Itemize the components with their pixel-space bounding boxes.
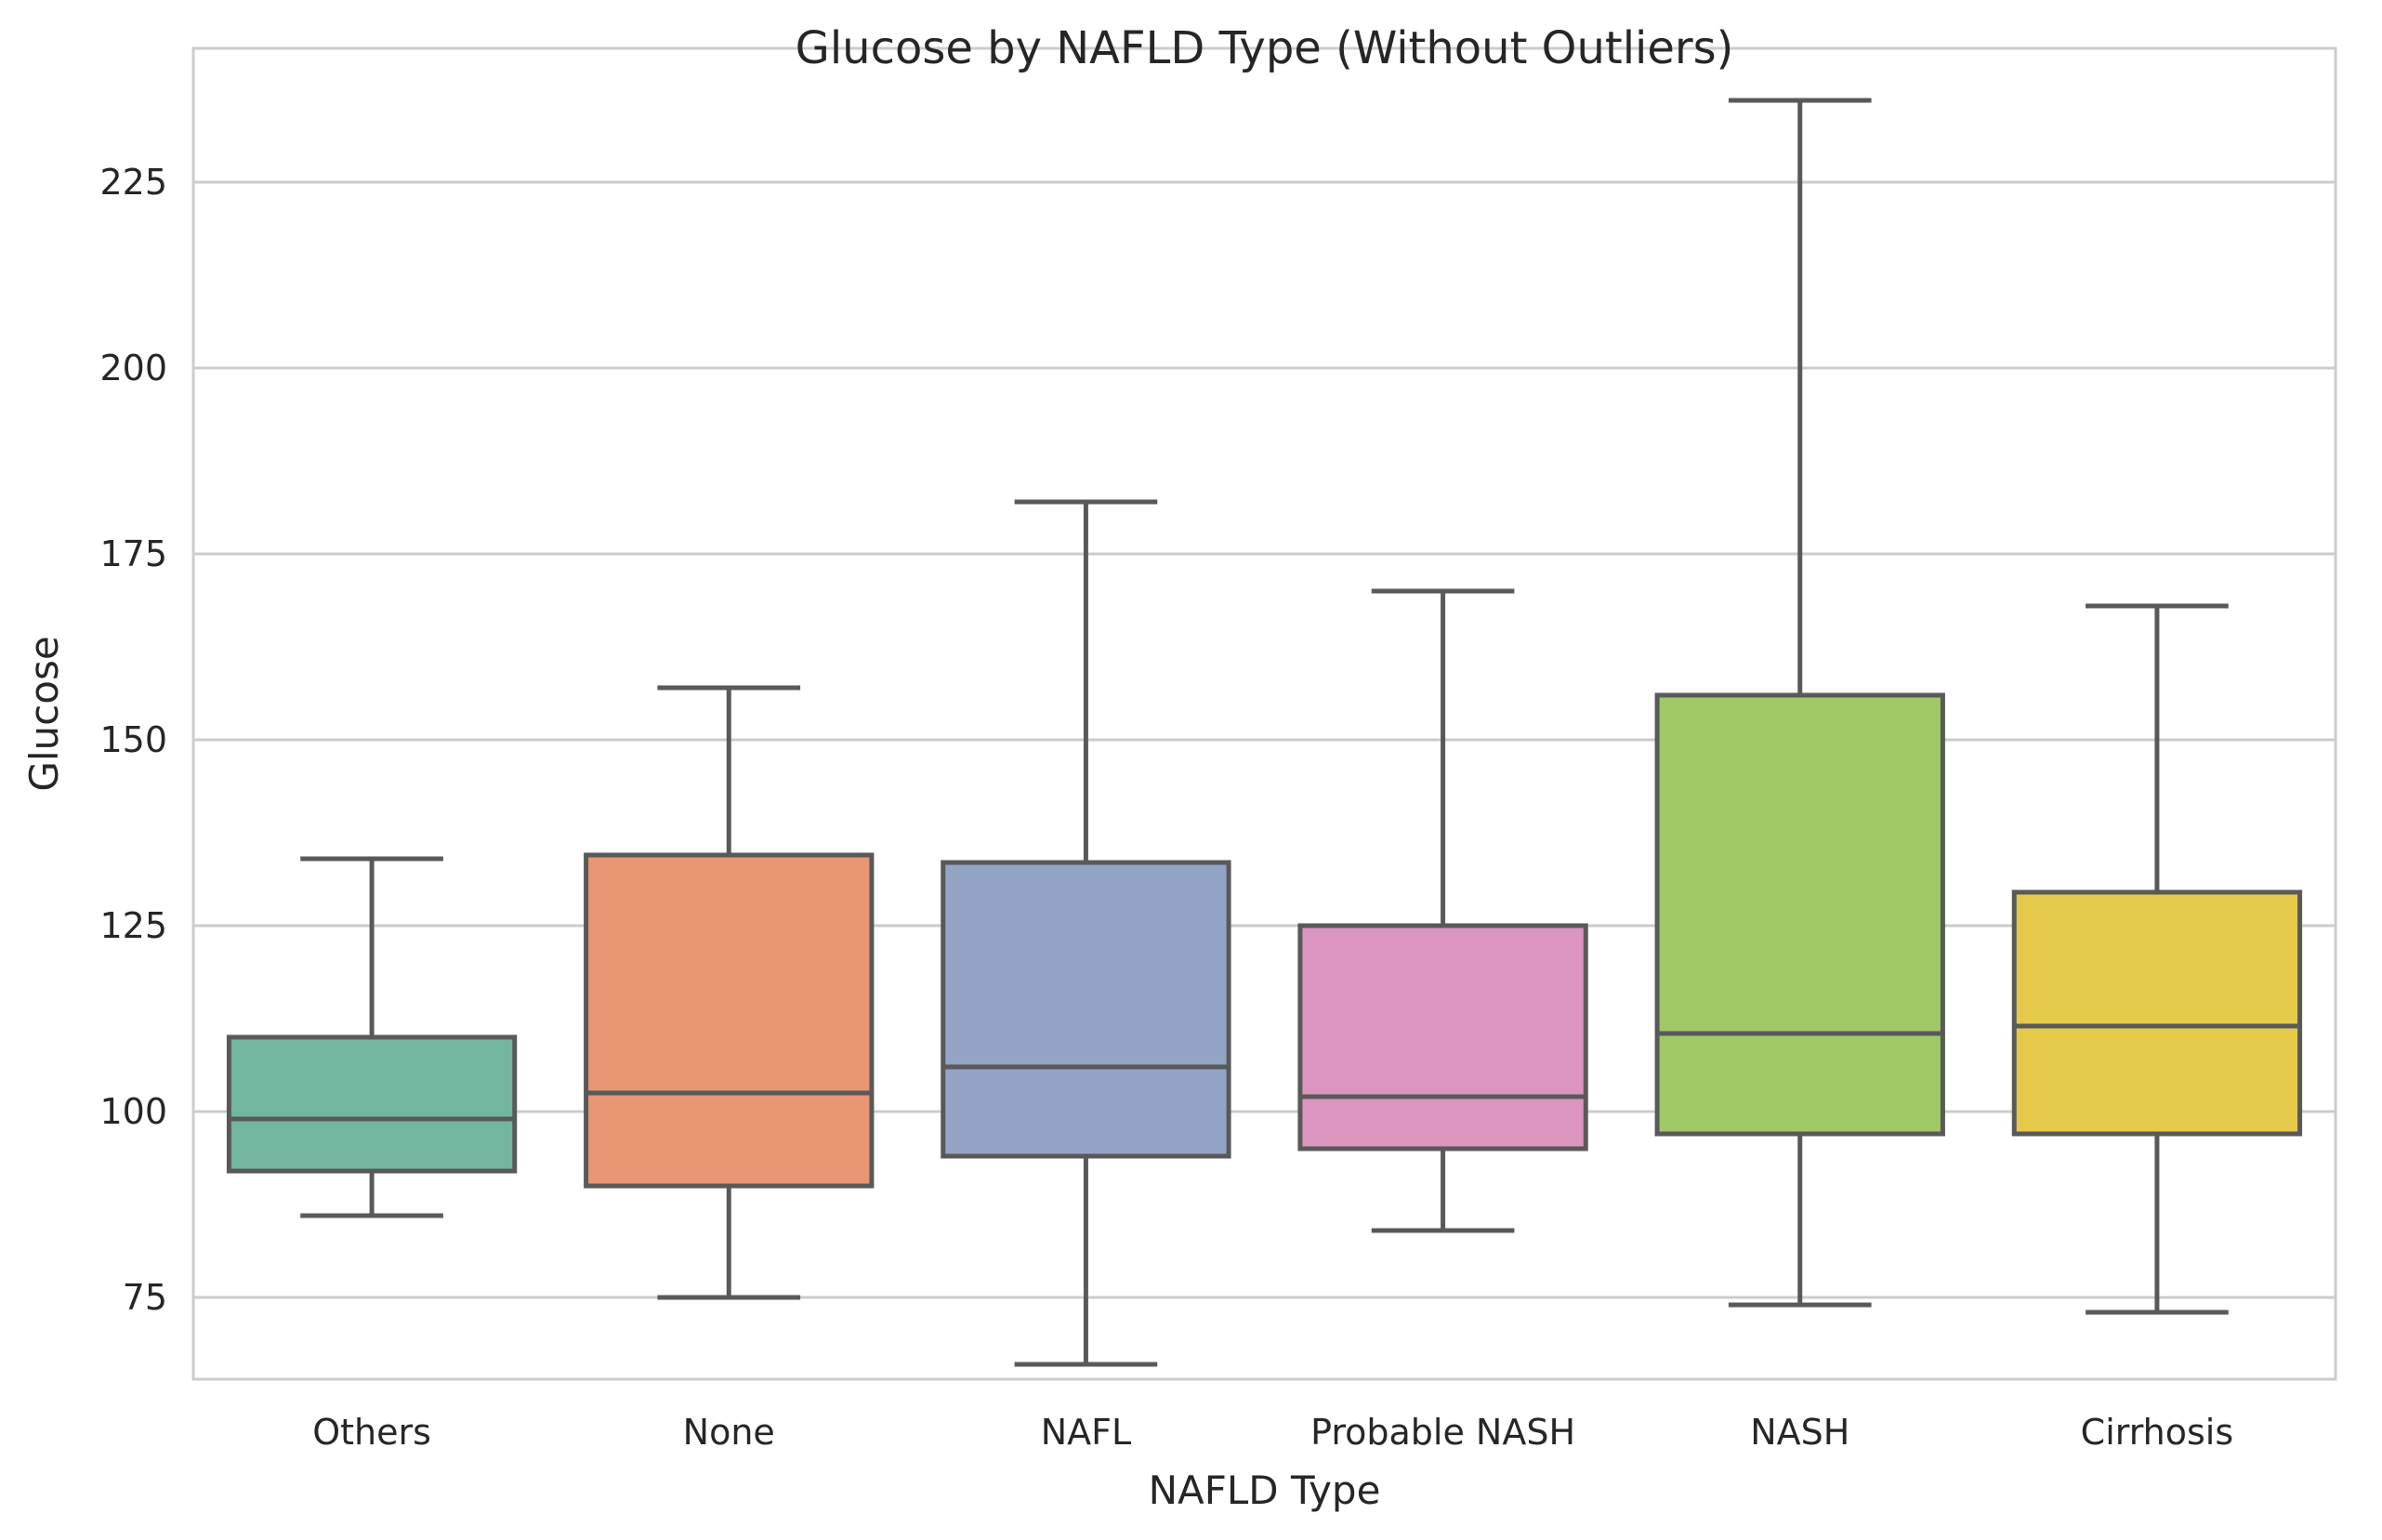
iqr-box [226, 1034, 518, 1174]
box-probable-nash [1297, 588, 1588, 1233]
y-tick-labels: 75 100 125 150 175 200 225 [99, 162, 167, 1318]
iqr-box [1297, 923, 1588, 1152]
y-axis-label: Glucose [21, 636, 67, 791]
grid-lines [193, 180, 2336, 1299]
x-tick-label-nash: NASH [1750, 1412, 1849, 1453]
x-tick-labels: Others None NAFL Probable NASH NASH Cirrhosis [312, 1412, 2233, 1453]
iqr-box [1654, 692, 1945, 1137]
y-tick-label-150: 150 [99, 719, 167, 760]
x-axis-label: NAFLD Type [1149, 1468, 1381, 1513]
box-others [226, 856, 518, 1218]
y-tick-label-175: 175 [99, 533, 167, 574]
y-tick-label-125: 125 [99, 905, 167, 946]
x-tick-label-probable-nash: Probable NASH [1310, 1412, 1575, 1453]
iqr-box [941, 860, 1231, 1159]
plot-frame [191, 46, 2337, 1381]
y-tick-label-75: 75 [123, 1277, 167, 1318]
x-tick-label-others: Others [312, 1412, 431, 1453]
y-tick-label-225: 225 [99, 162, 167, 203]
iqr-box [584, 852, 875, 1189]
box-none [584, 685, 875, 1300]
x-tick-label-cirrhosis: Cirrhosis [2081, 1412, 2234, 1453]
y-tick-label-200: 200 [99, 348, 167, 388]
box-nash [1654, 98, 1945, 1308]
x-tick-label-none: None [683, 1412, 775, 1453]
x-tick-label-nafl: NAFL [1041, 1412, 1131, 1453]
y-tick-label-100: 100 [99, 1091, 167, 1132]
box-nafl [941, 499, 1231, 1367]
chart-title: Glucose by NAFLD Type (Without Outliers) [796, 22, 1734, 74]
boxes [226, 98, 2303, 1367]
box-cirrhosis [2011, 603, 2303, 1315]
iqr-box [2011, 889, 2303, 1137]
